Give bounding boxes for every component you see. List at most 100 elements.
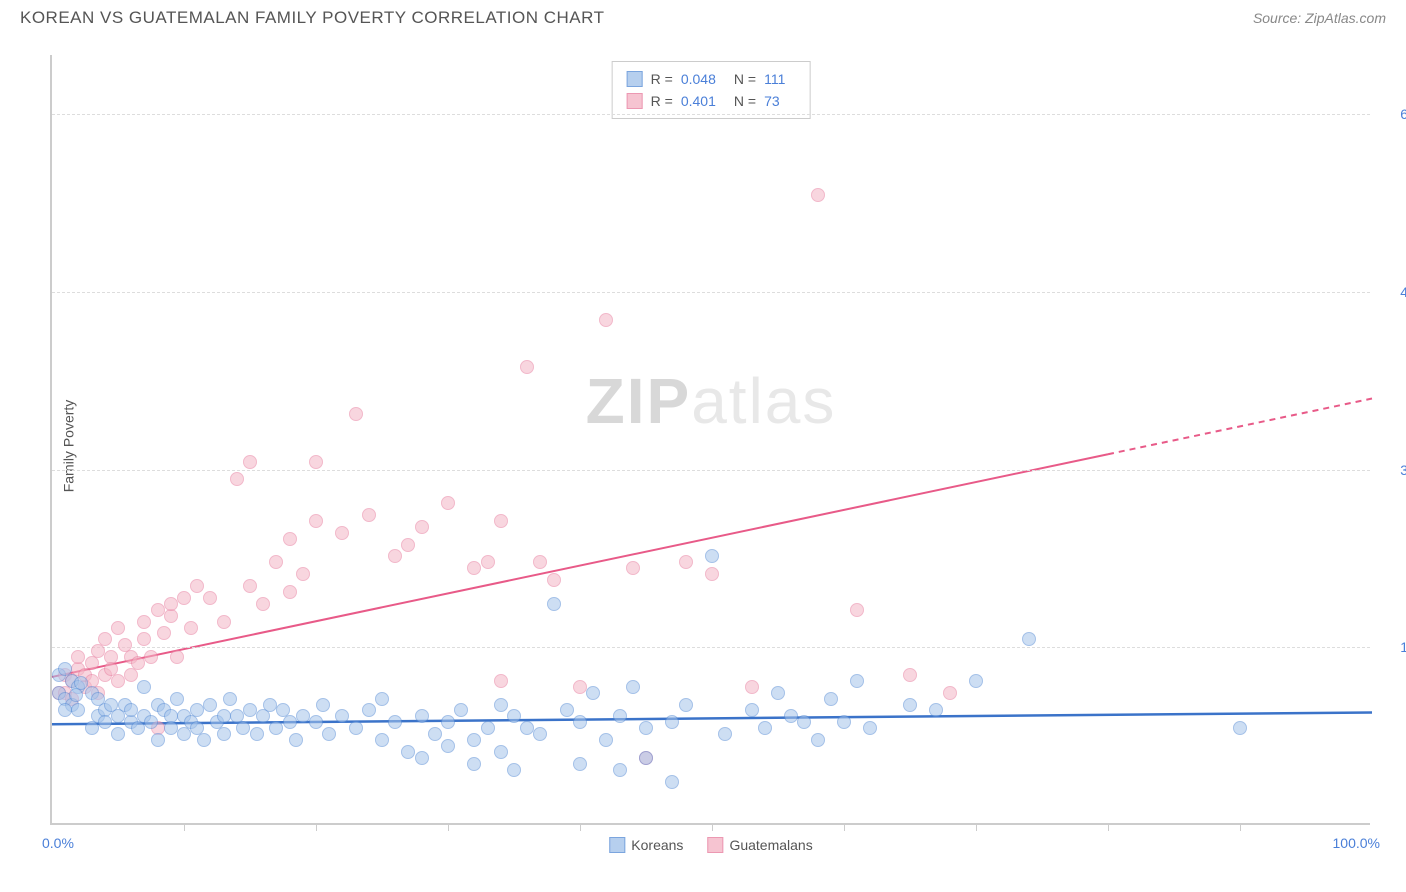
point-a	[745, 703, 759, 717]
legend-item-a: Koreans	[609, 837, 683, 853]
point-b	[309, 455, 323, 469]
point-a	[375, 733, 389, 747]
source-label: Source: ZipAtlas.com	[1253, 10, 1386, 26]
gridline	[52, 647, 1370, 648]
point-b	[71, 650, 85, 664]
point-a	[362, 703, 376, 717]
point-b	[164, 597, 178, 611]
point-b	[494, 514, 508, 528]
point-a	[164, 721, 178, 735]
point-b	[467, 561, 481, 575]
point-a	[236, 721, 250, 735]
x-tick	[844, 823, 845, 831]
point-b	[170, 650, 184, 664]
point-a	[573, 757, 587, 771]
point-a	[639, 721, 653, 735]
point-b	[533, 555, 547, 569]
point-a	[520, 721, 534, 735]
point-a	[316, 698, 330, 712]
x-tick	[580, 823, 581, 831]
point-a	[613, 709, 627, 723]
point-b	[137, 615, 151, 629]
point-a	[137, 680, 151, 694]
point-b	[131, 656, 145, 670]
point-b	[283, 585, 297, 599]
x-axis-max-label: 100.0%	[1333, 835, 1380, 851]
point-a	[309, 715, 323, 729]
point-b	[309, 514, 323, 528]
point-a	[665, 715, 679, 729]
point-b	[190, 579, 204, 593]
point-a	[811, 733, 825, 747]
swatch-a-icon	[609, 837, 625, 853]
point-a	[111, 727, 125, 741]
swatch-b-icon	[627, 93, 643, 109]
point-b	[98, 632, 112, 646]
point-b	[151, 603, 165, 617]
point-b	[811, 188, 825, 202]
point-a	[223, 692, 237, 706]
point-a	[263, 698, 277, 712]
point-a	[784, 709, 798, 723]
stats-row-b: R = 0.401 N = 73	[627, 90, 796, 112]
point-a	[969, 674, 983, 688]
point-a	[170, 692, 184, 706]
point-a	[494, 745, 508, 759]
point-b	[184, 621, 198, 635]
point-a	[481, 721, 495, 735]
y-tick-label: 30.0%	[1380, 462, 1406, 478]
point-b	[362, 508, 376, 522]
point-a	[929, 703, 943, 717]
point-b	[157, 626, 171, 640]
point-b	[144, 650, 158, 664]
point-a	[705, 549, 719, 563]
point-a	[1233, 721, 1247, 735]
point-a	[401, 745, 415, 759]
point-a	[863, 721, 877, 735]
point-a	[494, 698, 508, 712]
point-a	[837, 715, 851, 729]
point-a	[771, 686, 785, 700]
point-a	[58, 703, 72, 717]
gridline	[52, 292, 1370, 293]
point-a	[639, 751, 653, 765]
point-b	[243, 455, 257, 469]
stats-box: R = 0.048 N = 111 R = 0.401 N = 73	[612, 61, 811, 119]
x-tick	[184, 823, 185, 831]
point-a	[151, 733, 165, 747]
point-b	[203, 591, 217, 605]
x-tick	[316, 823, 317, 831]
point-b	[494, 674, 508, 688]
point-a	[665, 775, 679, 789]
point-a	[599, 733, 613, 747]
bottom-legend: Koreans Guatemalans	[609, 837, 812, 853]
point-a	[322, 727, 336, 741]
point-b	[903, 668, 917, 682]
point-a	[758, 721, 772, 735]
point-a	[269, 721, 283, 735]
swatch-b-icon	[707, 837, 723, 853]
point-a	[289, 733, 303, 747]
point-a	[797, 715, 811, 729]
point-a	[375, 692, 389, 706]
point-b	[943, 686, 957, 700]
point-a	[250, 727, 264, 741]
point-b	[388, 549, 402, 563]
point-b	[137, 632, 151, 646]
point-b	[441, 496, 455, 510]
point-b	[349, 407, 363, 421]
point-b	[415, 520, 429, 534]
point-a	[824, 692, 838, 706]
point-a	[415, 709, 429, 723]
point-b	[745, 680, 759, 694]
y-tick-label: 60.0%	[1380, 106, 1406, 122]
point-b	[850, 603, 864, 617]
point-b	[230, 472, 244, 486]
trend-line-b-solid	[52, 454, 1108, 677]
point-a	[441, 715, 455, 729]
point-a	[243, 703, 257, 717]
point-b	[111, 674, 125, 688]
point-a	[349, 721, 363, 735]
point-a	[533, 727, 547, 741]
point-a	[507, 709, 521, 723]
